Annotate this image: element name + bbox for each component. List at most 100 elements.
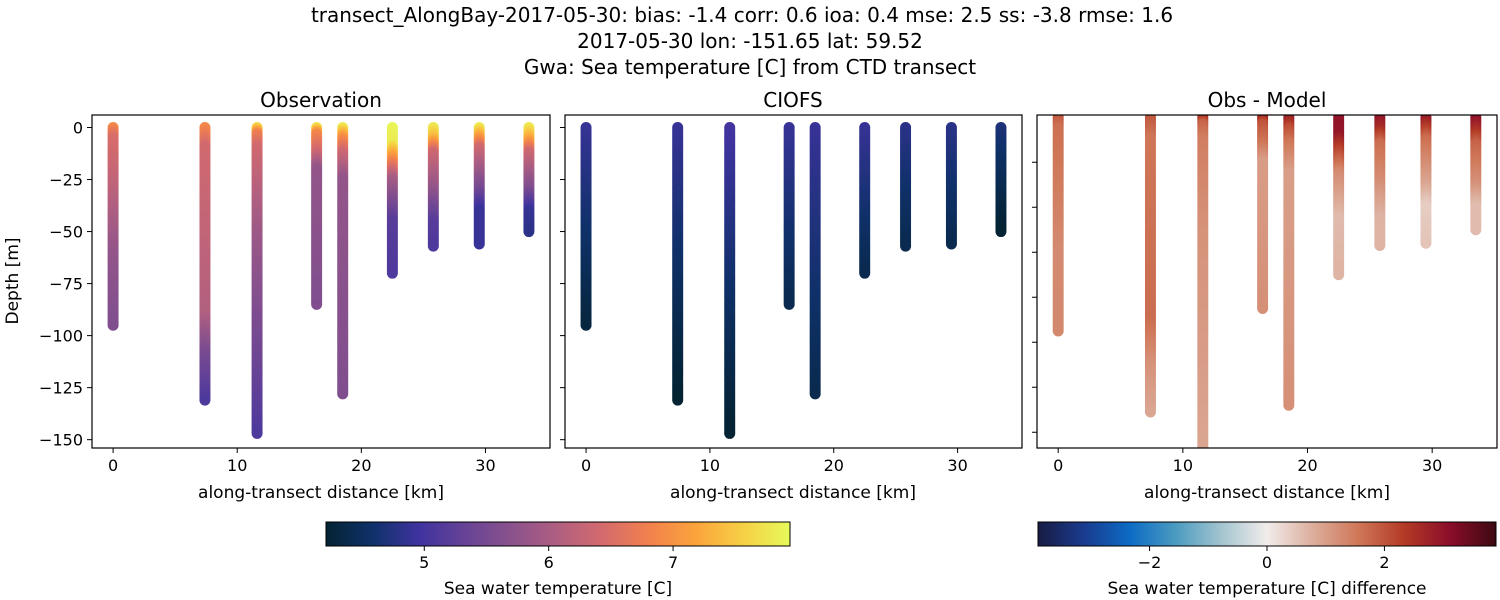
panel-3: 0 10 20 30 — [1032, 114, 1498, 475]
panel-2: 0 10 20 30 — [560, 114, 1023, 475]
cast-1 — [580, 121, 592, 331]
y-axis-label: Depth [m] — [3, 237, 23, 324]
panel-title-obs-minus-model: Obs - Model — [1208, 88, 1327, 112]
cast-4 — [1257, 115, 1269, 314]
data-point — [473, 238, 485, 250]
colorbar-tick-label: 7 — [668, 553, 678, 572]
data-point — [311, 298, 323, 310]
cast-6 — [859, 121, 871, 279]
cast-1 — [107, 121, 119, 331]
cast-9 — [1470, 115, 1482, 236]
data-point — [427, 240, 439, 252]
data-point — [1257, 303, 1269, 314]
data-point — [337, 388, 349, 400]
cast-8 — [473, 121, 485, 250]
data-point — [809, 388, 821, 400]
cast-5 — [809, 121, 821, 400]
data-point — [724, 427, 736, 439]
x-axis-label-ciofs: along-transect distance [km] — [670, 483, 916, 503]
cast-5 — [337, 121, 349, 400]
x-tick-label: 10 — [227, 456, 247, 475]
cast-6 — [1333, 115, 1345, 281]
data-point — [107, 319, 119, 331]
cast-3 — [724, 121, 736, 439]
data-point — [672, 394, 684, 406]
x-tick-label: 20 — [1297, 456, 1317, 475]
data-points — [107, 121, 535, 439]
axes-frame — [1036, 114, 1498, 449]
panel-title-observation: Observation — [260, 88, 382, 112]
colorbar-1: 5 6 7 — [325, 521, 791, 572]
data-point — [995, 226, 1007, 238]
data-point — [1197, 442, 1209, 448]
cast-6 — [386, 121, 398, 279]
y-tick-label: −100 — [39, 327, 83, 346]
data-point — [945, 238, 957, 250]
data-point — [580, 319, 592, 331]
cast-3 — [251, 121, 263, 439]
colorbar-tick-label: 6 — [544, 553, 554, 572]
panel-1: 0 10 20 30 0 −25 −50 −75 −100 −125 −150 — [39, 114, 551, 475]
cast-2 — [199, 121, 211, 406]
data-point — [1420, 237, 1432, 249]
colorbar-tick-label: −2 — [1138, 553, 1162, 572]
x-tick-label: 20 — [351, 456, 371, 475]
figure-title-line-1: transect_AlongBay-2017-05-30: bias: -1.4… — [311, 3, 1173, 27]
x-axis-label-obs-minus-model: along-transect distance [km] — [1144, 483, 1390, 503]
colorbar-bar — [1037, 521, 1497, 547]
y-tick-label: −150 — [39, 431, 83, 450]
x-tick-label: 0 — [581, 456, 591, 475]
x-tick-label: 10 — [1173, 456, 1193, 475]
x-tick-label: 30 — [1422, 456, 1442, 475]
data-points — [580, 121, 1007, 439]
colorbar-tick-label: 2 — [1379, 553, 1389, 572]
colorbar-bar — [325, 521, 791, 547]
cast-3 — [1197, 115, 1209, 448]
cast-7 — [427, 121, 439, 252]
y-tick-label: −125 — [39, 379, 83, 398]
cast-1 — [1052, 115, 1064, 337]
x-axis-label-observation: along-transect distance [km] — [198, 483, 444, 503]
data-point — [251, 427, 263, 439]
cast-7 — [1374, 115, 1386, 251]
x-tick-label: 30 — [475, 456, 495, 475]
data-point — [199, 394, 211, 406]
data-point — [783, 298, 795, 310]
colorbar-tick-label: 5 — [419, 553, 429, 572]
data-point — [523, 226, 535, 238]
axes-frame — [91, 114, 551, 449]
cast-9 — [995, 121, 1007, 238]
data-point — [1283, 399, 1295, 411]
data-point — [1144, 406, 1156, 418]
x-tick-label: 30 — [947, 456, 967, 475]
data-point — [859, 267, 871, 279]
data-point — [1470, 224, 1482, 236]
figure-title-line-2: 2017-05-30 lon: -151.65 lat: 59.52 — [577, 29, 923, 53]
y-tick-label: −25 — [49, 171, 83, 190]
y-tick-label: 0 — [73, 118, 83, 137]
cast-8 — [1420, 115, 1432, 249]
y-tick-label: −50 — [49, 223, 83, 242]
cast-7 — [900, 121, 912, 252]
colorbar-label-temperature: Sea water temperature [C] — [444, 579, 672, 599]
data-point — [1374, 240, 1386, 251]
colorbar-tick-label: 0 — [1262, 553, 1272, 572]
cast-9 — [523, 121, 535, 238]
data-point — [1052, 325, 1064, 337]
data-point — [386, 267, 398, 279]
colorbar-2: −2 0 2 — [1037, 521, 1497, 572]
colorbar-label-difference: Sea water temperature [C] difference — [1107, 579, 1426, 599]
data-point — [900, 240, 912, 252]
axes-frame — [564, 114, 1023, 449]
x-tick-label: 10 — [700, 456, 720, 475]
panel-title-ciofs: CIOFS — [763, 88, 822, 112]
data-points — [1052, 115, 1482, 448]
x-tick-label: 20 — [824, 456, 844, 475]
cast-8 — [945, 121, 957, 250]
figure-title-line-3: Gwa: Sea temperature [C] from CTD transe… — [524, 55, 976, 79]
data-point — [1333, 269, 1345, 281]
x-tick-label: 0 — [108, 456, 118, 475]
cast-5 — [1283, 115, 1295, 411]
